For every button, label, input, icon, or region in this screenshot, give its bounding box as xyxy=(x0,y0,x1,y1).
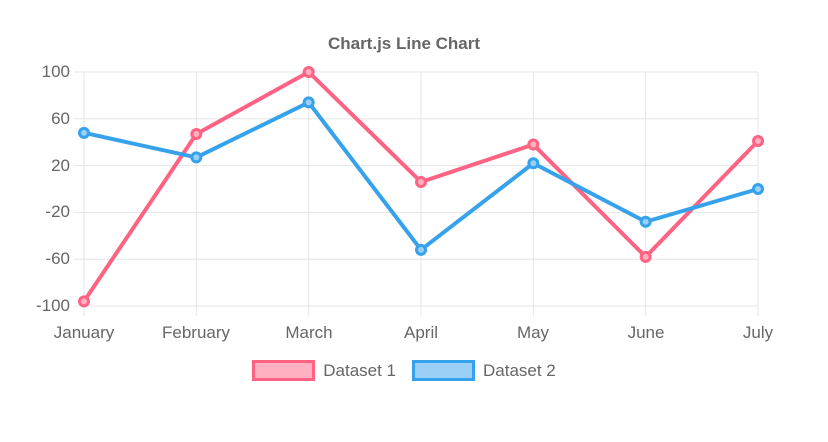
y-tick-label: -100 xyxy=(35,296,70,315)
legend-label-dataset-1: Dataset 1 xyxy=(323,360,396,380)
x-tick-label: January xyxy=(53,323,115,342)
x-tick-label: July xyxy=(742,323,774,342)
chart-title: Chart.js Line Chart xyxy=(327,34,481,53)
legend-item-dataset-1[interactable]: Dataset 1 xyxy=(252,360,396,381)
legend: Dataset 1 Dataset 2 xyxy=(0,360,808,381)
x-tick-label: May xyxy=(516,323,550,342)
y-tick-label: -20 xyxy=(45,202,70,221)
y-tick-label: 60 xyxy=(51,109,70,128)
legend-swatch-dataset-1 xyxy=(252,360,316,381)
x-tick-label: June xyxy=(627,323,665,342)
legend-item-dataset-2[interactable]: Dataset 2 xyxy=(412,360,556,381)
legend-label-dataset-2: Dataset 2 xyxy=(483,360,556,380)
x-tick-label: February xyxy=(161,323,231,342)
x-tick-label: March xyxy=(285,323,333,342)
y-tick-label: 100 xyxy=(41,62,70,81)
y-tick-label: 20 xyxy=(51,156,70,175)
y-tick-label: -60 xyxy=(45,249,70,268)
legend-swatch-dataset-2 xyxy=(412,360,475,381)
x-tick-label: April xyxy=(403,323,438,342)
